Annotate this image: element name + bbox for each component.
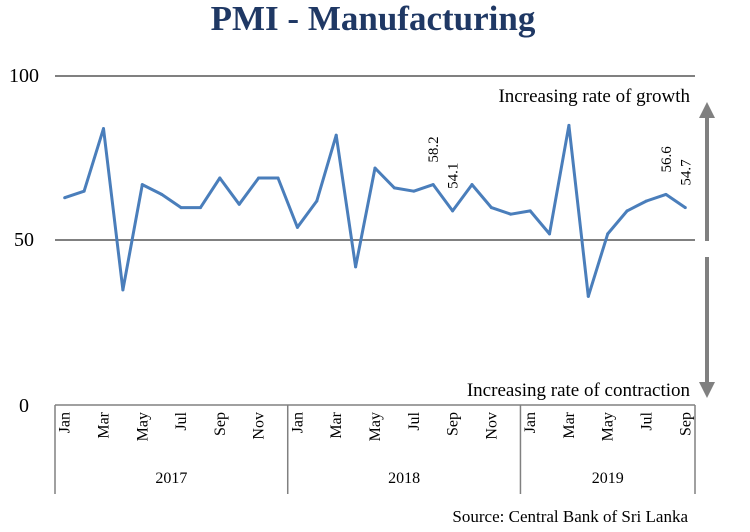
month-label-22: Nov	[483, 412, 500, 440]
data-labels: 58.254.1 56.654.7	[426, 136, 694, 189]
data-point-19	[431, 183, 435, 187]
data-point-22	[489, 206, 493, 210]
month-label-18: Jul	[406, 411, 423, 430]
data-point-15	[354, 265, 358, 269]
x-axis-group: Jan Mar May Jul Sep Nov Jan Mar May Jul Sep Nov Jan M…	[54, 405, 696, 494]
data-point-31	[664, 192, 668, 196]
series-points	[63, 123, 687, 298]
data-point-10	[257, 176, 261, 180]
year-label-2018: 2018	[388, 470, 420, 487]
data-point-8	[218, 176, 222, 180]
month-label-24: Jan	[522, 412, 539, 433]
year-label-2017: 2017	[155, 470, 187, 487]
data-point-5	[160, 192, 164, 196]
data-label-3: 54.7	[678, 159, 694, 186]
month-label-6: Jul	[173, 411, 190, 430]
data-point-26	[567, 123, 571, 127]
month-label-16: May	[367, 412, 384, 441]
data-point-30	[645, 199, 649, 203]
data-point-17	[392, 186, 396, 190]
month-label-8: Sep	[212, 412, 229, 436]
growth-annotation: Increasing rate of growth	[498, 86, 690, 107]
data-point-27	[586, 294, 590, 298]
data-point-4	[140, 183, 144, 187]
year-label-2019: 2019	[592, 470, 624, 487]
month-label-28: May	[600, 412, 617, 441]
source-note: Source: Central Bank of Sri Lanka	[452, 507, 688, 526]
y-tick-0: 0	[19, 395, 29, 417]
month-label-14: Mar	[328, 411, 345, 438]
data-point-23	[509, 212, 513, 216]
pmi-series-line	[64, 123, 687, 298]
contraction-annotation: Increasing rate of contraction	[467, 380, 691, 401]
data-point-21	[470, 183, 474, 187]
data-point-2	[101, 127, 105, 131]
data-point-13	[315, 199, 319, 203]
data-point-12	[295, 225, 299, 229]
chart-title: PMI - Manufacturing	[211, 0, 536, 38]
data-point-20	[451, 209, 455, 213]
data-point-1	[82, 189, 86, 193]
month-label-2: Mar	[95, 411, 112, 438]
month-label-20: Sep	[445, 412, 462, 436]
y-tick-100: 100	[9, 65, 39, 87]
month-label-4: May	[134, 412, 151, 441]
data-label-1: 54.1	[446, 163, 462, 189]
data-point-7	[198, 206, 202, 210]
data-point-3	[121, 288, 125, 292]
data-point-18	[412, 189, 416, 193]
data-point-25	[548, 232, 552, 236]
month-label-32: Sep	[677, 412, 694, 436]
data-label-0: 58.2	[426, 136, 442, 162]
data-point-16	[373, 166, 377, 170]
month-label-26: Mar	[561, 411, 578, 438]
data-point-29	[625, 209, 629, 213]
data-point-9	[237, 202, 241, 206]
y-tick-50: 50	[14, 229, 34, 251]
month-label-0: Jan	[57, 412, 74, 433]
data-point-14	[334, 133, 338, 137]
data-point-6	[179, 206, 183, 210]
month-label-12: Jan	[289, 412, 306, 433]
data-point-24	[528, 209, 532, 213]
data-label-2: 56.6	[659, 146, 675, 173]
data-point-28	[606, 232, 610, 236]
data-point-0	[63, 196, 67, 200]
month-label-10: Nov	[251, 412, 268, 440]
data-point-32	[683, 206, 687, 210]
month-label-30: Jul	[639, 411, 656, 430]
data-point-11	[276, 176, 280, 180]
